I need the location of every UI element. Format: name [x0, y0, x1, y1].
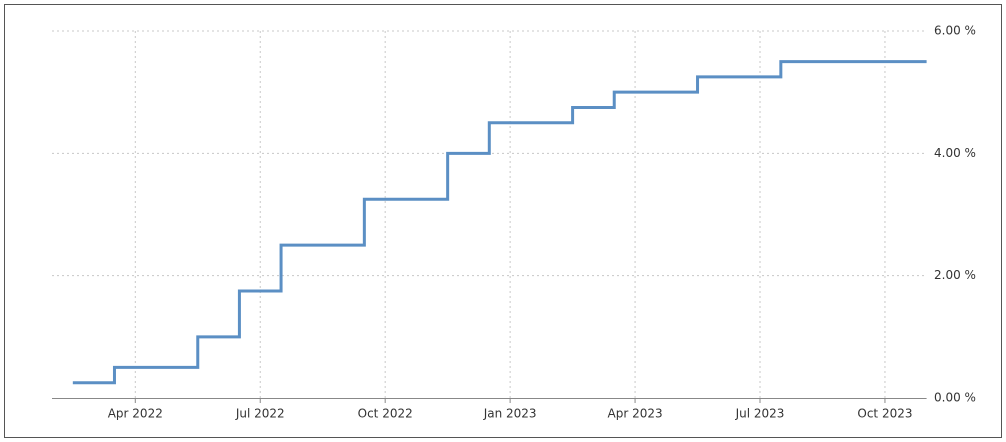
- chart-frame: [4, 4, 1002, 438]
- y-tick-label: 4.00 %: [934, 146, 976, 160]
- y-tick-label: 0.00 %: [934, 391, 976, 405]
- x-tick-label: Apr 2023: [608, 407, 663, 421]
- x-tick-label: Jul 2023: [735, 407, 785, 421]
- x-tick-label: Oct 2023: [857, 407, 912, 421]
- x-tick-label: Jan 2023: [483, 407, 537, 421]
- x-tick-label: Jul 2022: [235, 407, 285, 421]
- y-tick-label: 2.00 %: [934, 268, 976, 282]
- x-tick-label: Apr 2022: [108, 407, 163, 421]
- y-tick-label: 6.00 %: [934, 24, 976, 38]
- data-line: [72, 60, 927, 385]
- x-tick-label: Oct 2022: [358, 407, 413, 421]
